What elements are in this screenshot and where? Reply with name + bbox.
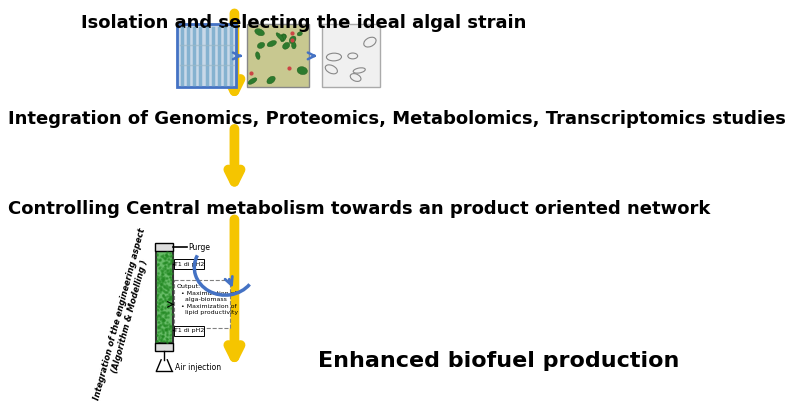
Ellipse shape (255, 29, 265, 36)
Text: Integration of the engineering aspect
(Algorithm & Modelling ): Integration of the engineering aspect (A… (93, 227, 157, 404)
Ellipse shape (257, 43, 265, 48)
Ellipse shape (276, 33, 283, 40)
Bar (155, 244, 173, 251)
Ellipse shape (280, 34, 287, 39)
Bar (246, 25, 309, 87)
Text: T1 di pH2: T1 di pH2 (173, 328, 204, 333)
Text: T1 di pH2: T1 di pH2 (173, 262, 204, 267)
Bar (155, 343, 173, 351)
Text: Isolation and selecting the ideal algal strain: Isolation and selecting the ideal algal … (81, 14, 527, 33)
FancyBboxPatch shape (174, 326, 203, 336)
Ellipse shape (289, 36, 296, 43)
Ellipse shape (267, 76, 276, 84)
Ellipse shape (291, 42, 296, 49)
Bar (155, 251, 173, 343)
Bar (177, 25, 236, 87)
Ellipse shape (297, 67, 308, 75)
FancyBboxPatch shape (174, 259, 203, 269)
Text: Integration of Genomics, Proteomics, Metabolomics, Transcriptomics studies: Integration of Genomics, Proteomics, Met… (9, 111, 785, 128)
Ellipse shape (298, 32, 302, 36)
Bar (322, 25, 380, 87)
Ellipse shape (267, 40, 276, 47)
Ellipse shape (248, 78, 257, 84)
Text: Controlling Central metabolism towards an product oriented network: Controlling Central metabolism towards a… (9, 200, 710, 218)
Text: Air injection: Air injection (175, 363, 221, 372)
Ellipse shape (283, 43, 290, 49)
Ellipse shape (280, 35, 286, 42)
Text: Output:
  • Maximization of
    alga-biomass
  • Maximization of
    lipid produ: Output: • Maximization of alga-biomass •… (177, 284, 238, 316)
Ellipse shape (256, 52, 260, 60)
FancyBboxPatch shape (174, 280, 230, 329)
Text: Enhanced biofuel production: Enhanced biofuel production (318, 351, 679, 371)
Text: Purge: Purge (188, 243, 210, 251)
